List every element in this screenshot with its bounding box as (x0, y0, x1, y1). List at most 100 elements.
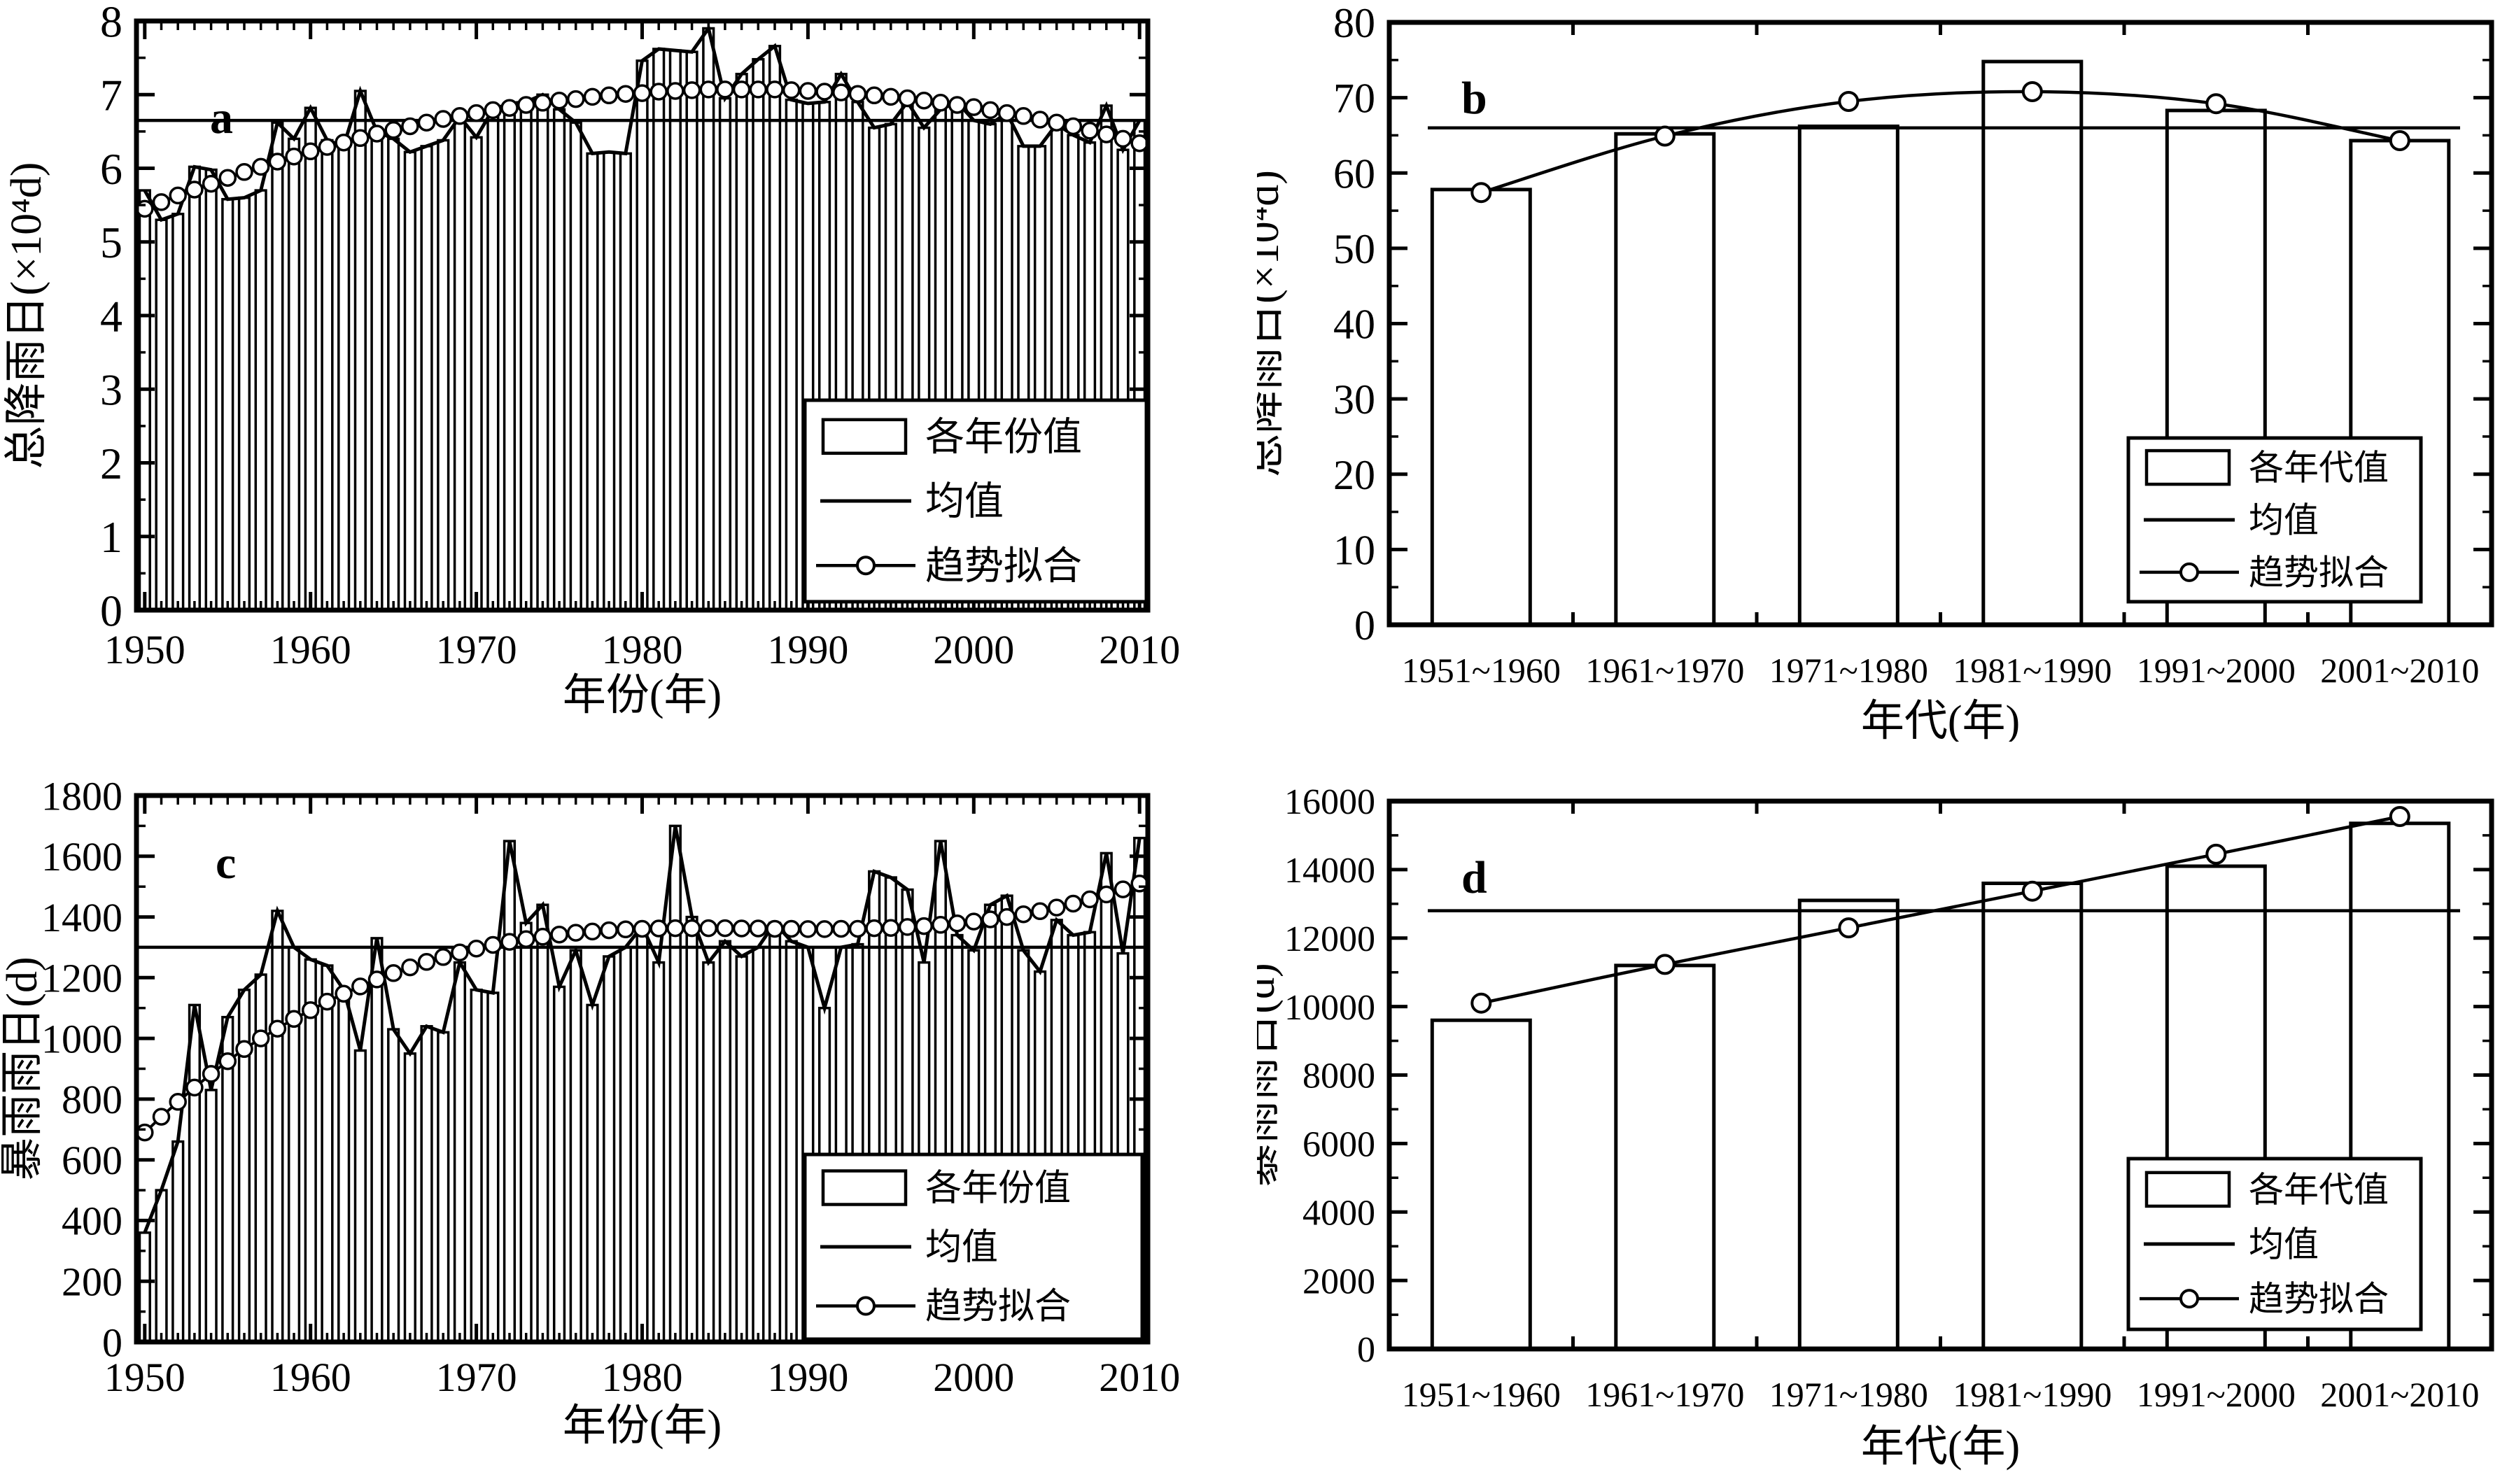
trend-marker (964, 98, 983, 116)
y-tick-label: 0 (102, 1320, 122, 1365)
trend-marker (766, 80, 784, 99)
trend-marker (2389, 130, 2410, 151)
trend-marker (136, 1123, 154, 1142)
legend-trend-marker (856, 1296, 876, 1316)
bar (586, 1003, 599, 1343)
bar (271, 910, 284, 1343)
trend-marker (2021, 880, 2043, 902)
bar (685, 50, 698, 612)
x-tick-label: 1970 (436, 627, 517, 672)
trend-marker (484, 935, 503, 954)
y-tick-label: 60 (1333, 150, 1375, 197)
trend-marker (732, 919, 751, 938)
bar (337, 145, 351, 612)
bar (155, 1189, 168, 1343)
y-tick-label: 80 (1333, 0, 1375, 46)
bar (735, 955, 748, 1343)
trend-marker (782, 81, 801, 99)
trend-marker (318, 138, 337, 156)
panel-b-chart: 0 10 20 30 40 50 60 70 80 1951~1960 1961~1970 1971~… (1257, 0, 2494, 742)
trend-marker (1047, 898, 1066, 917)
bar (470, 136, 483, 612)
y-axis: 0 1 2 3 4 5 6 7 8 (100, 0, 1148, 635)
value-line (143, 24, 1142, 222)
bar (337, 988, 351, 1343)
trend-marker (152, 193, 171, 211)
bar (1797, 125, 1899, 627)
x-axis-title: 年份(年) (563, 1402, 722, 1450)
bar (635, 924, 649, 1343)
bar (785, 940, 798, 1343)
x-tick-label: 1951~1960 (1402, 651, 1561, 690)
trend-marker (981, 101, 999, 120)
bar (1614, 963, 1716, 1351)
trend-marker (1114, 129, 1132, 148)
y-tick-label: 30 (1333, 376, 1375, 423)
trend-marker (716, 80, 734, 99)
legend-label: 趋势拟合 (925, 545, 1082, 588)
x-tick-label: 1981~1990 (1953, 651, 2112, 690)
trend-marker (451, 943, 469, 962)
trend-marker (749, 919, 768, 938)
legend-label: 均值 (925, 481, 1004, 524)
bar (603, 150, 616, 612)
bar (287, 946, 301, 1343)
trend-marker (1470, 992, 1492, 1014)
legend-bar-swatch (821, 418, 908, 455)
trend-marker (401, 117, 419, 136)
trend-marker (434, 948, 452, 966)
trend-marker (467, 939, 486, 958)
trend-marker (948, 96, 967, 114)
bar (685, 915, 698, 1343)
trend-marker (202, 174, 220, 193)
bar (752, 57, 765, 612)
bar (204, 168, 218, 612)
bar (1981, 59, 2084, 627)
trend-marker (335, 133, 353, 152)
trend-marker (169, 186, 187, 205)
trend-marker (500, 99, 519, 117)
y-axis: 0 200 400 600 800 1000 1200 1400 1600 1800 (41, 773, 1148, 1365)
trend-marker (732, 80, 751, 99)
y-tick-label: 50 (1333, 226, 1375, 272)
bar (702, 27, 715, 612)
bar (635, 59, 649, 612)
trend-marker (815, 920, 834, 938)
trend-marker (699, 919, 718, 938)
x-tick-label: 1961~1970 (1585, 1375, 1744, 1414)
trend-marker (2021, 81, 2043, 102)
trend-marker (434, 110, 452, 128)
legend-label: 趋势拟合 (2249, 553, 2389, 592)
bar (619, 152, 632, 612)
bar (221, 197, 234, 612)
bar (321, 964, 334, 1343)
y-tick-label: 600 (62, 1138, 122, 1183)
y-axis: 0 10 20 30 40 50 60 70 80 (1333, 0, 2492, 649)
trend-series (1470, 81, 2410, 204)
trend-marker (550, 91, 568, 110)
x-tick-label: 1970 (436, 1355, 517, 1400)
trend-marker (1097, 125, 1116, 143)
trend-marker (1654, 954, 1676, 975)
x-tick-label: 2010 (1099, 627, 1180, 672)
trend-marker (1130, 134, 1149, 153)
x-tick-label: 1950 (104, 1355, 185, 1400)
trend-marker (533, 94, 552, 112)
trend-marker (848, 919, 867, 938)
y-tick-label: 4000 (1302, 1194, 1375, 1234)
trend-marker (268, 1019, 287, 1038)
trend-marker (500, 933, 519, 951)
trend-marker (417, 953, 436, 971)
bar (304, 106, 317, 612)
bar (718, 97, 732, 612)
trend-marker (666, 82, 684, 100)
legend-bar-swatch (821, 1169, 908, 1206)
bar (486, 991, 500, 1343)
y-axis-title: 暴雨雨日(d) (0, 956, 46, 1180)
x-tick-label: 1971~1980 (1769, 651, 1928, 690)
trend-marker (997, 907, 1016, 926)
y-tick-label: 0 (1357, 1330, 1375, 1370)
bar (453, 961, 467, 1343)
trend-marker (202, 1065, 220, 1083)
bar (204, 1089, 218, 1343)
